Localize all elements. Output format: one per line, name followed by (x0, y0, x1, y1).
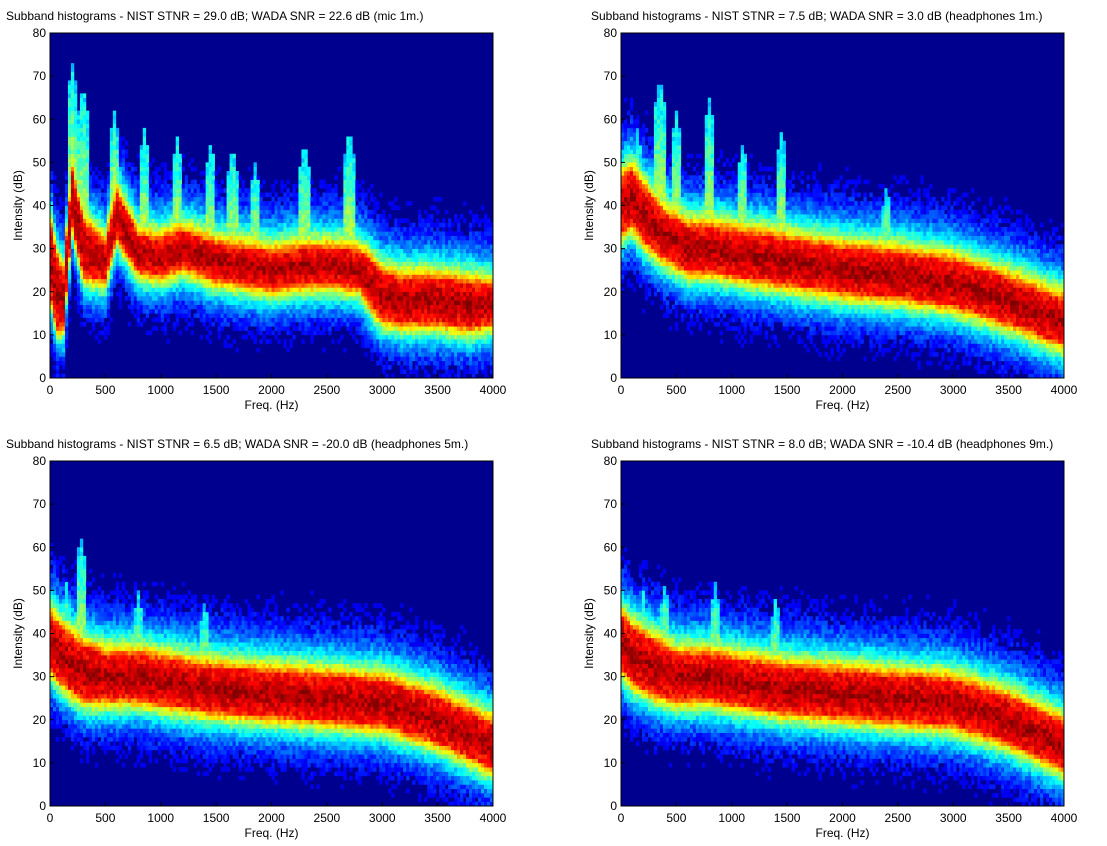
y-tick-label: 20 (604, 285, 618, 299)
panel-title: Subband histograms - NIST STNR = 8.0 dB;… (591, 437, 1053, 451)
x-tick-label: 1500 (203, 811, 230, 825)
y-tick-label: 70 (604, 497, 618, 511)
x-tick-label: 500 (95, 383, 115, 397)
x-tick-label: 0 (618, 811, 625, 825)
y-tick-label: 60 (33, 540, 47, 554)
y-tick-label: 0 (39, 371, 46, 385)
y-tick-label: 30 (33, 670, 47, 684)
panel-title: Subband histograms - NIST STNR = 7.5 dB;… (591, 9, 1043, 23)
x-tick-label: 2500 (314, 383, 341, 397)
y-tick-label: 50 (604, 583, 618, 597)
x-tick-label: 1500 (774, 811, 801, 825)
x-tick-label: 500 (95, 811, 115, 825)
y-tick-label: 80 (604, 26, 618, 40)
y-tick-label: 80 (33, 454, 47, 468)
x-tick-label: 1000 (147, 811, 174, 825)
x-tick-label: 2500 (885, 383, 912, 397)
x-tick-label: 0 (47, 383, 54, 397)
y-tick-label: 80 (33, 26, 47, 40)
x-tick-label: 2000 (258, 811, 285, 825)
histogram-panel-4: Subband histograms - NIST STNR = 8.0 dB;… (582, 437, 1078, 840)
y-tick-label: 70 (33, 497, 47, 511)
histogram-panel-3: Subband histograms - NIST STNR = 6.5 dB;… (6, 437, 507, 840)
x-tick-label: 4000 (480, 811, 507, 825)
y-tick-label: 60 (604, 112, 618, 126)
y-tick-label: 40 (33, 627, 47, 641)
y-tick-label: 10 (604, 328, 618, 342)
y-tick-label: 10 (33, 328, 47, 342)
x-tick-label: 3500 (424, 811, 451, 825)
x-tick-label: 1000 (718, 811, 745, 825)
x-tick-label: 2500 (314, 811, 341, 825)
y-tick-label: 20 (604, 713, 618, 727)
y-tick-label: 60 (33, 112, 47, 126)
y-tick-label: 30 (33, 242, 47, 256)
y-tick-label: 70 (33, 69, 47, 83)
x-tick-label: 4000 (1051, 811, 1078, 825)
y-tick-label: 40 (604, 627, 618, 641)
x-axis-label: Freq. (Hz) (245, 398, 299, 412)
panel-title: Subband histograms - NIST STNR = 6.5 dB;… (6, 437, 468, 451)
x-tick-label: 1500 (203, 383, 230, 397)
y-axis-label: Intensity (dB) (11, 170, 25, 241)
x-tick-label: 2000 (829, 383, 856, 397)
y-tick-label: 0 (39, 799, 46, 813)
y-tick-label: 40 (604, 199, 618, 213)
x-tick-label: 3500 (995, 811, 1022, 825)
x-tick-label: 1500 (774, 383, 801, 397)
x-tick-label: 3000 (369, 811, 396, 825)
x-tick-label: 3000 (940, 383, 967, 397)
y-axis-label: Intensity (dB) (11, 598, 25, 669)
x-axis-label: Freq. (Hz) (245, 826, 299, 840)
x-tick-label: 3000 (940, 811, 967, 825)
y-tick-label: 50 (604, 155, 618, 169)
y-axis-label: Intensity (dB) (582, 170, 596, 241)
y-tick-label: 50 (33, 155, 47, 169)
y-tick-label: 20 (33, 285, 47, 299)
y-tick-label: 40 (33, 199, 47, 213)
x-tick-label: 3000 (369, 383, 396, 397)
x-tick-label: 0 (618, 383, 625, 397)
x-tick-label: 500 (666, 383, 686, 397)
x-axis-label: Freq. (Hz) (816, 398, 870, 412)
y-tick-label: 0 (610, 371, 617, 385)
x-axis-label: Freq. (Hz) (816, 826, 870, 840)
y-tick-label: 10 (604, 756, 618, 770)
y-tick-label: 20 (33, 713, 47, 727)
y-tick-label: 80 (604, 454, 618, 468)
panel-title: Subband histograms - NIST STNR = 29.0 dB… (6, 9, 424, 23)
y-tick-label: 30 (604, 242, 618, 256)
x-tick-label: 500 (666, 811, 686, 825)
y-tick-label: 70 (604, 69, 618, 83)
y-tick-label: 30 (604, 670, 618, 684)
x-tick-label: 4000 (1051, 383, 1078, 397)
x-tick-label: 0 (47, 811, 54, 825)
histogram-panel-2: Subband histograms - NIST STNR = 7.5 dB;… (582, 9, 1078, 412)
histogram-panel-1: Subband histograms - NIST STNR = 29.0 dB… (6, 9, 507, 412)
x-tick-label: 2000 (829, 811, 856, 825)
x-tick-label: 3500 (995, 383, 1022, 397)
y-tick-label: 60 (604, 540, 618, 554)
x-tick-label: 2000 (258, 383, 285, 397)
x-tick-label: 3500 (424, 383, 451, 397)
y-axis-label: Intensity (dB) (582, 598, 596, 669)
y-tick-label: 10 (33, 756, 47, 770)
y-tick-label: 0 (610, 799, 617, 813)
x-tick-label: 1000 (718, 383, 745, 397)
x-tick-label: 2500 (885, 811, 912, 825)
y-tick-label: 50 (33, 583, 47, 597)
x-tick-label: 1000 (147, 383, 174, 397)
x-tick-label: 4000 (480, 383, 507, 397)
